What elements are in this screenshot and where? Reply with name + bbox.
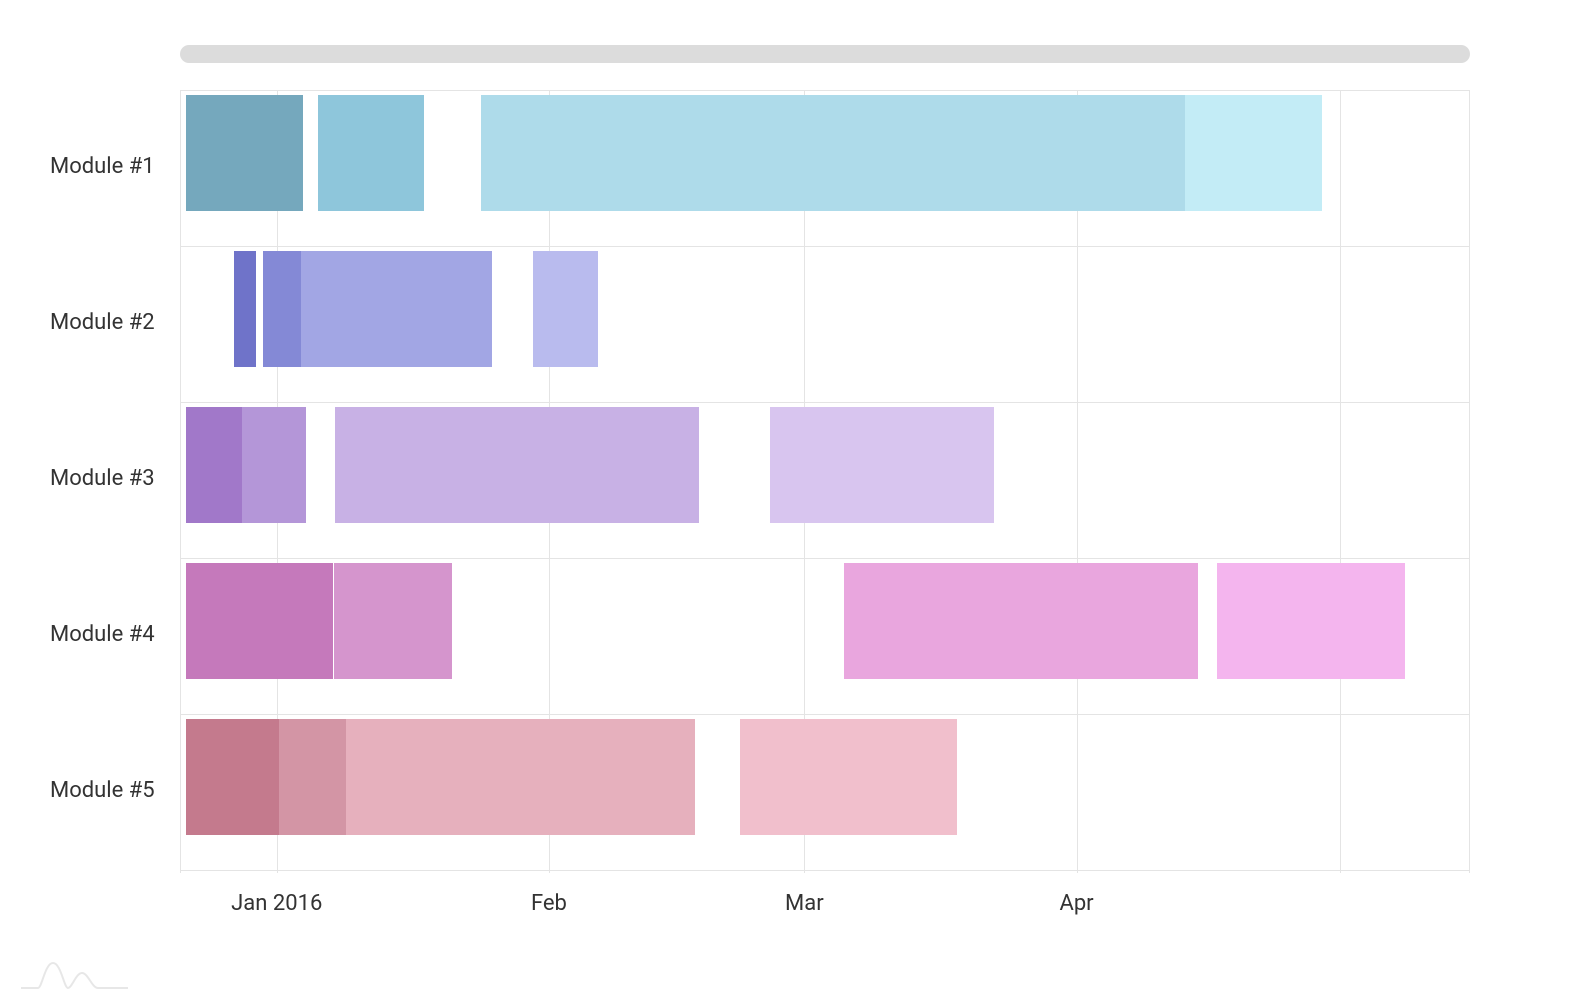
gantt-bar[interactable] bbox=[1217, 563, 1405, 679]
gantt-plot-area bbox=[180, 90, 1470, 873]
gantt-bar[interactable] bbox=[346, 719, 694, 835]
gantt-bar[interactable] bbox=[279, 719, 346, 835]
gridline-horizontal bbox=[180, 558, 1470, 559]
gridline-horizontal bbox=[180, 246, 1470, 247]
row-label: Module #1 bbox=[50, 154, 155, 179]
gantt-bar[interactable] bbox=[186, 407, 241, 523]
plot-border bbox=[1469, 90, 1470, 873]
gantt-bar[interactable] bbox=[533, 251, 598, 367]
gridline-horizontal bbox=[180, 402, 1470, 403]
gridline-horizontal bbox=[180, 714, 1470, 715]
x-axis-tick-label: Mar bbox=[785, 891, 824, 916]
gantt-bar[interactable] bbox=[770, 407, 994, 523]
gantt-bar[interactable] bbox=[186, 563, 333, 679]
x-axis-tick-label: Jan 2016 bbox=[231, 891, 322, 916]
gantt-bar[interactable] bbox=[740, 719, 957, 835]
row-label: Module #5 bbox=[50, 778, 155, 803]
gridline-horizontal bbox=[180, 870, 1470, 871]
gantt-bar[interactable] bbox=[318, 95, 424, 211]
gantt-bar[interactable] bbox=[301, 251, 492, 367]
gantt-bar[interactable] bbox=[234, 251, 256, 367]
gantt-bar[interactable] bbox=[335, 407, 699, 523]
gridline-horizontal bbox=[180, 90, 1470, 91]
gantt-bar[interactable] bbox=[334, 563, 453, 679]
gantt-bar[interactable] bbox=[844, 563, 1197, 679]
row-label: Module #4 bbox=[50, 622, 155, 647]
row-label: Module #2 bbox=[50, 310, 155, 335]
gantt-bar[interactable] bbox=[1185, 95, 1322, 211]
amcharts-logo bbox=[20, 955, 130, 991]
gantt-bar[interactable] bbox=[263, 251, 302, 367]
plot-border bbox=[180, 90, 181, 873]
x-axis-tick-label: Feb bbox=[531, 891, 567, 916]
gantt-bar[interactable] bbox=[481, 95, 1185, 211]
gantt-bar[interactable] bbox=[186, 719, 279, 835]
row-label: Module #3 bbox=[50, 466, 155, 491]
x-axis-tick-label: Apr bbox=[1059, 891, 1093, 916]
gantt-bar[interactable] bbox=[186, 95, 302, 211]
gridline-vertical bbox=[1340, 90, 1341, 873]
horizontal-scrollbar[interactable] bbox=[180, 45, 1470, 63]
gantt-bar[interactable] bbox=[242, 407, 307, 523]
